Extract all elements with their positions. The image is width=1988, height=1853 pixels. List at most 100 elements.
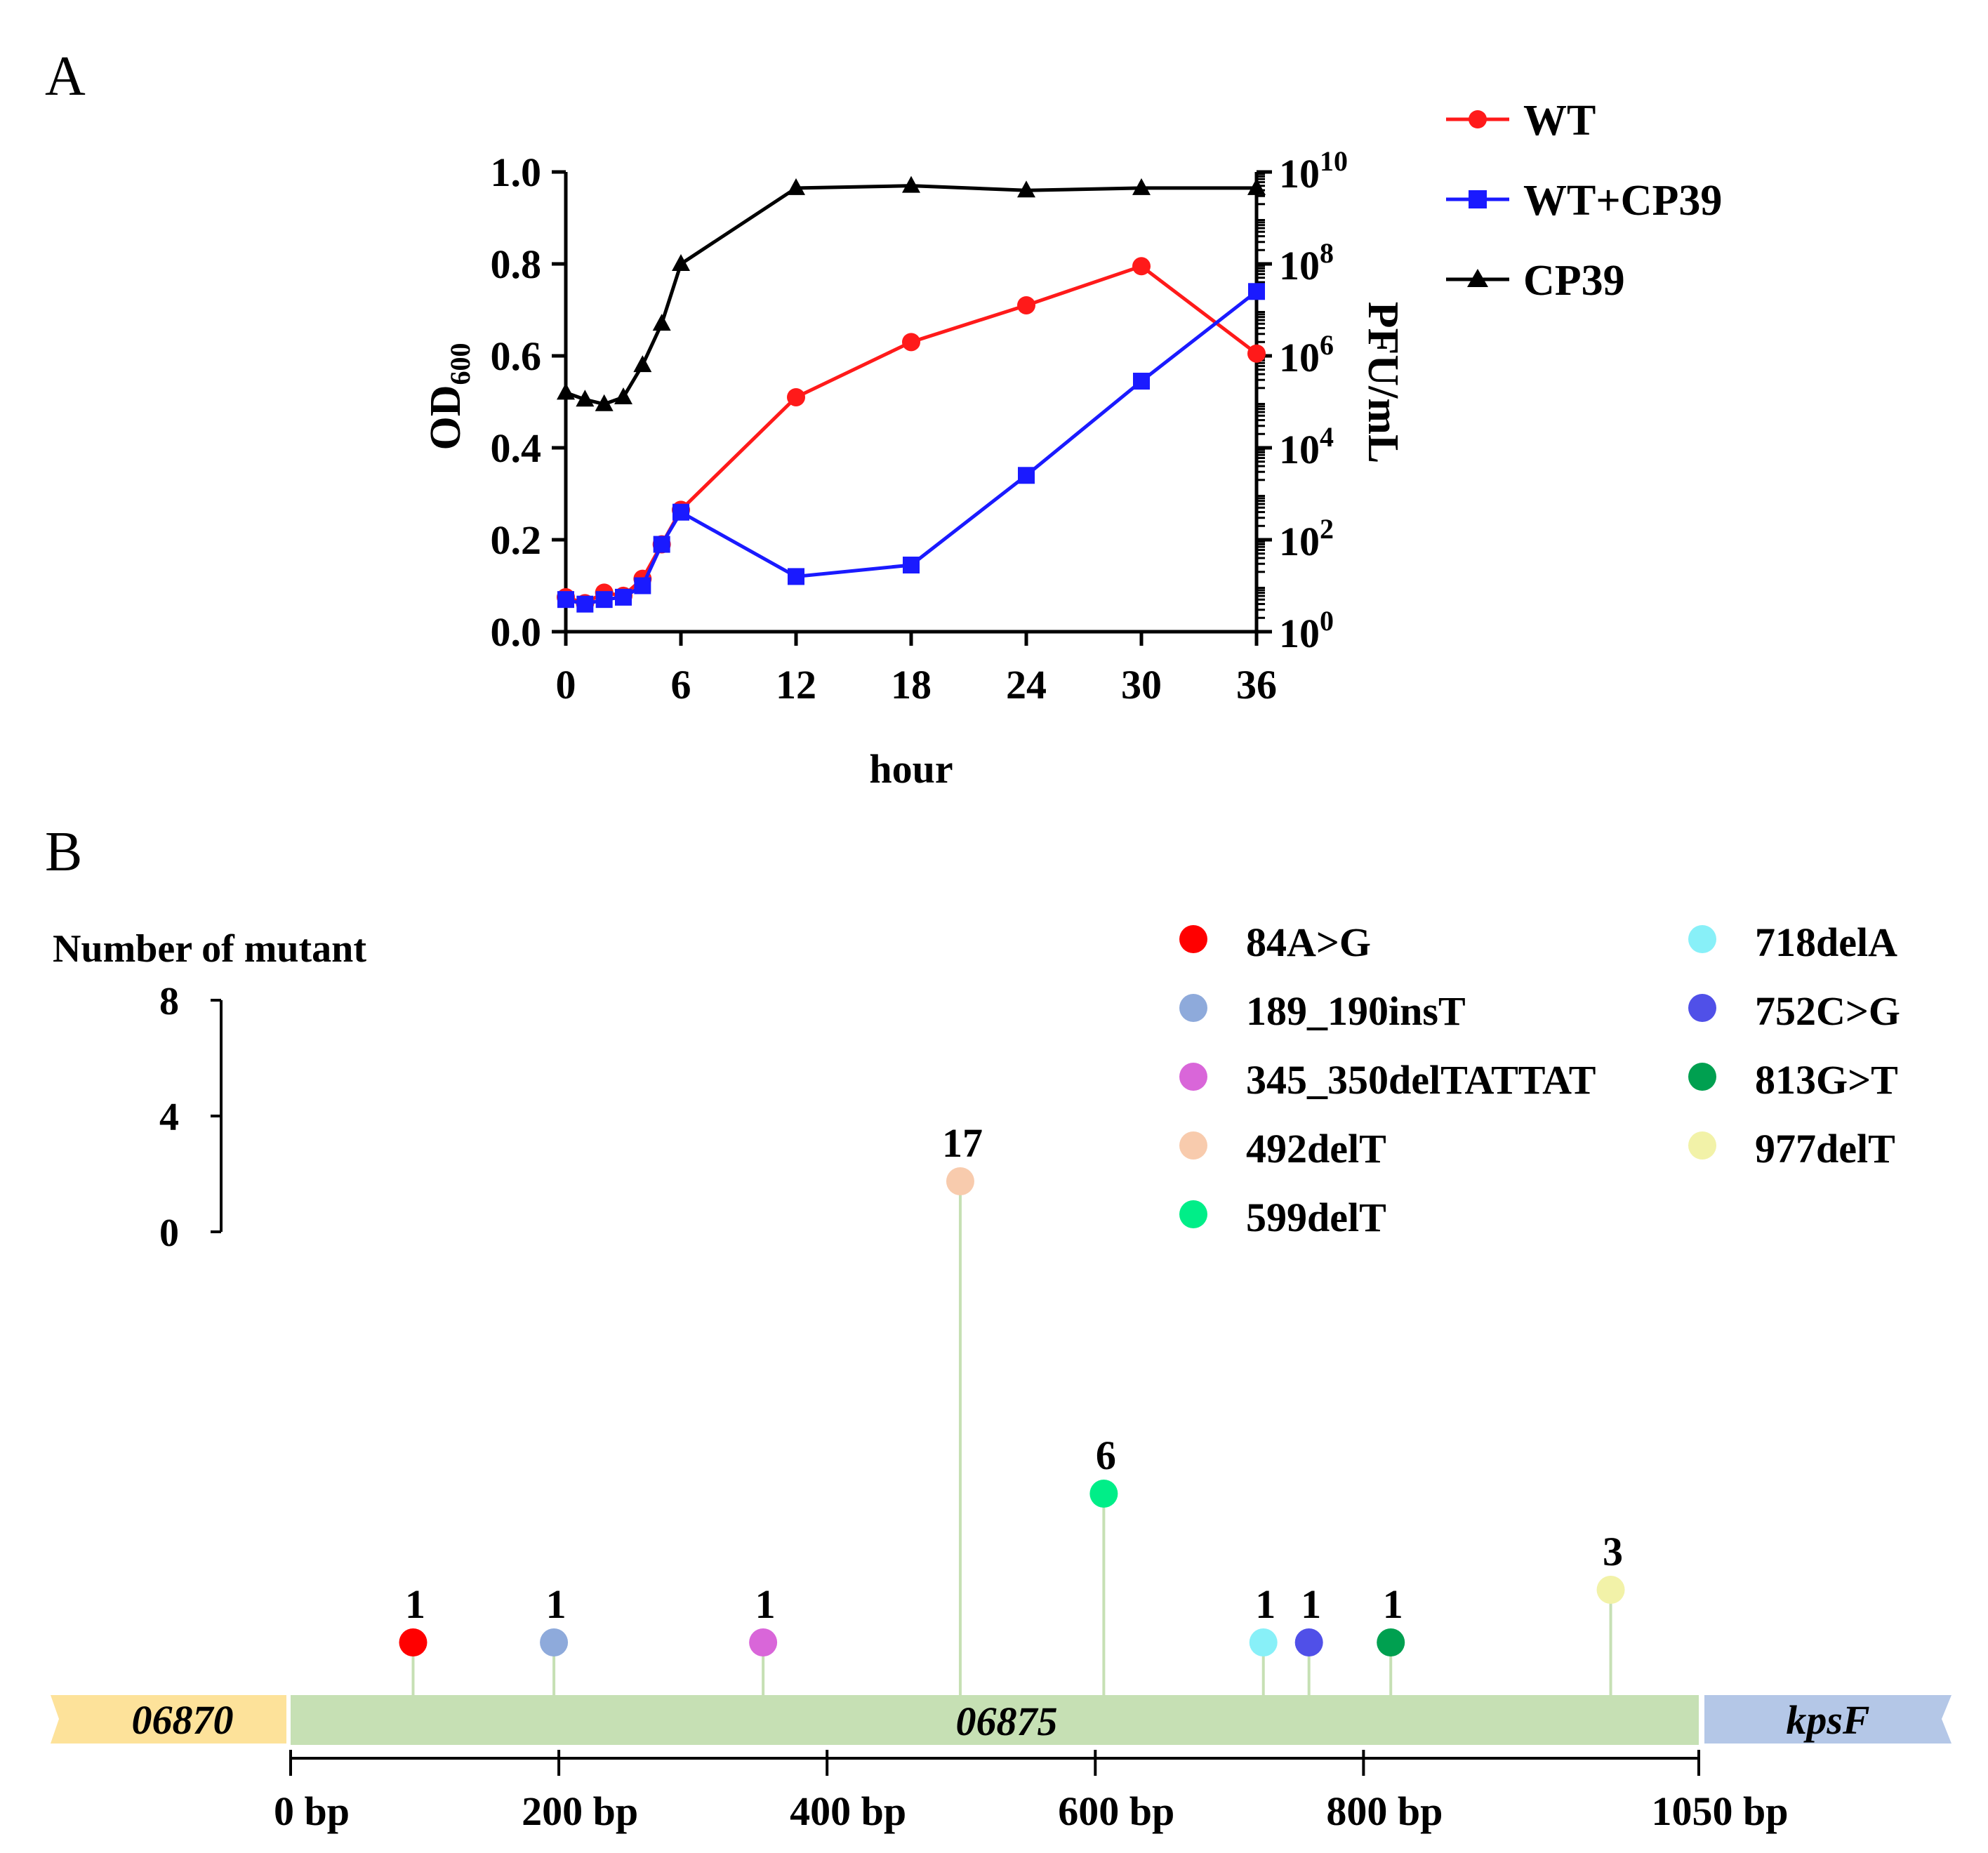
y2-tick-base: 10	[1279, 427, 1320, 472]
legend-label: 599delT	[1246, 1195, 1386, 1240]
data-point-WT+CP39	[788, 568, 804, 585]
y-tick-label: 0.4	[491, 425, 542, 471]
y2-tick-base: 10	[1279, 611, 1320, 656]
panel-label-b: B	[45, 821, 82, 883]
y-tick-label: 0.2	[491, 517, 542, 563]
x-tick-label: 24	[1006, 662, 1047, 708]
data-point-WT+CP39	[595, 591, 613, 609]
mutation-dot-813G>T	[1377, 1628, 1405, 1656]
data-point-WT+CP39	[576, 595, 594, 613]
panel-a-y2-axis-title: PFU/mL	[1359, 302, 1407, 464]
x-tick-label: 12	[776, 662, 816, 708]
legend-dot-189_190insT	[1179, 994, 1207, 1022]
data-point-CP39	[787, 178, 805, 195]
panel-b-legend: 84A>G 189_190insT 345_350delTATTAT 492delT 5…	[1179, 919, 1900, 1240]
legend-dot-813G>T	[1688, 1063, 1716, 1091]
data-point-WT+CP39	[672, 503, 689, 521]
mutation-count-label: 1	[755, 1581, 776, 1627]
legend-cp39-label: CP39	[1523, 257, 1625, 305]
legend-label: 813G>T	[1755, 1057, 1898, 1103]
legend-label: 189_190insT	[1246, 988, 1466, 1034]
data-point-CP39	[652, 314, 671, 331]
legend-wt-cp39-label: WT+CP39	[1523, 177, 1722, 225]
data-point-CP39	[633, 355, 652, 373]
x-tick-label: 18	[891, 662, 932, 708]
data-point-WT+CP39	[653, 536, 670, 553]
y2-tick-exponent: 6	[1320, 329, 1334, 361]
y2-tick-base: 10	[1279, 151, 1320, 197]
y2-tick-base: 10	[1279, 519, 1320, 564]
mutation-dot-718delA	[1249, 1628, 1278, 1656]
legend-dot-492delT	[1179, 1131, 1207, 1160]
gene-kpsF-shape	[1704, 1695, 1951, 1744]
y2-tick-label: 1010	[1279, 145, 1348, 197]
mutation-count-label: 1	[546, 1581, 566, 1627]
data-point-CP39	[614, 387, 632, 404]
mutation-dot-84A>G	[399, 1628, 428, 1656]
data-point-CP39	[1017, 180, 1035, 198]
gene-06870-label: 06870	[132, 1697, 234, 1743]
y2-tick-exponent: 2	[1320, 513, 1334, 545]
data-point-WT+CP39	[634, 577, 651, 595]
y-tick-label: 0.8	[491, 241, 542, 287]
legend-dot-345_350delTATTAT	[1179, 1063, 1207, 1091]
x-tick-label: 600 bp	[1058, 1788, 1174, 1834]
panel-label-a: A	[45, 46, 86, 107]
data-point-WT	[902, 333, 920, 352]
panel-b-stems	[411, 1181, 1612, 1695]
legend-label: 977delT	[1755, 1126, 1895, 1171]
panel-a-y-axis-title-main: OD	[422, 385, 470, 451]
y2-tick-exponent: 4	[1320, 421, 1334, 453]
legend-dot-752C>G	[1688, 994, 1716, 1022]
y2-tick-label: 104	[1279, 421, 1334, 472]
gene-kpsF-label: kpsF	[1786, 1697, 1869, 1743]
data-point-CP39	[576, 390, 595, 407]
legend-dot-977delT	[1688, 1131, 1716, 1160]
panel-b-y-axis-title: Number of mutant	[53, 927, 366, 971]
y-tick-label: 1.0	[491, 150, 542, 195]
panel-a-y-ticks: 0.0 0.2 0.4 0.6 0.8 1.0	[491, 150, 566, 655]
legend-wt-label: WT	[1523, 97, 1596, 145]
y2-tick-base: 10	[1279, 335, 1320, 380]
y2-tick-exponent: 10	[1320, 145, 1348, 177]
legend-label: 752C>G	[1755, 988, 1900, 1034]
legend-dot-718delA	[1688, 925, 1716, 953]
y-tick-label: 0.6	[491, 333, 542, 379]
data-point-WT+CP39	[1248, 283, 1265, 300]
mutation-count-label: 1	[1255, 1581, 1275, 1627]
gene-06875-label: 06875	[956, 1699, 1058, 1744]
scale-tick-label: 8	[159, 980, 179, 1023]
data-point-CP39	[672, 254, 690, 271]
data-point-WT+CP39	[615, 588, 632, 606]
x-tick-label: 800 bp	[1326, 1788, 1443, 1834]
mutation-count-label: 17	[942, 1120, 983, 1166]
mutation-dot-492delT	[946, 1167, 974, 1195]
y2-tick-exponent: 8	[1320, 237, 1334, 269]
panel-b-scale-ticks: 8 4 0	[159, 980, 221, 1255]
gene-06875-shape	[291, 1695, 1699, 1745]
mutation-dot-599delT	[1089, 1480, 1118, 1508]
panel-a-series	[557, 175, 1266, 613]
legend-dot-84A>G	[1179, 925, 1207, 953]
scale-tick-label: 0	[159, 1211, 179, 1255]
x-tick-label: 0	[556, 662, 576, 708]
panel-a-x-axis-title: hour	[869, 746, 953, 792]
data-point-WT+CP39	[557, 591, 574, 609]
mutation-count-label: 3	[1603, 1529, 1623, 1574]
mutation-dot-977delT	[1596, 1576, 1625, 1604]
data-point-WT+CP39	[1018, 467, 1035, 484]
panel-a-x-ticks: 0 6 12 18 24 30 36	[556, 632, 1277, 708]
panel-a-y-axis-title-sub: 600	[444, 343, 476, 385]
mutation-count-label: 1	[405, 1581, 425, 1627]
y2-tick-label: 100	[1279, 605, 1334, 656]
data-point-WT	[1132, 257, 1151, 276]
panel-b-chart: Number of mutant 8 4 0 06870 06875 kpsF 0 …	[51, 919, 1951, 1834]
data-point-CP39	[1132, 178, 1151, 195]
data-point-WT	[1017, 295, 1035, 314]
x-tick-label: 1050 bp	[1651, 1788, 1788, 1834]
mutation-dot-345_350delTATTAT	[749, 1628, 778, 1656]
x-tick-label: 36	[1236, 662, 1277, 708]
legend-wt-marker	[1469, 110, 1487, 128]
x-tick-label: 0 bp	[274, 1788, 350, 1834]
